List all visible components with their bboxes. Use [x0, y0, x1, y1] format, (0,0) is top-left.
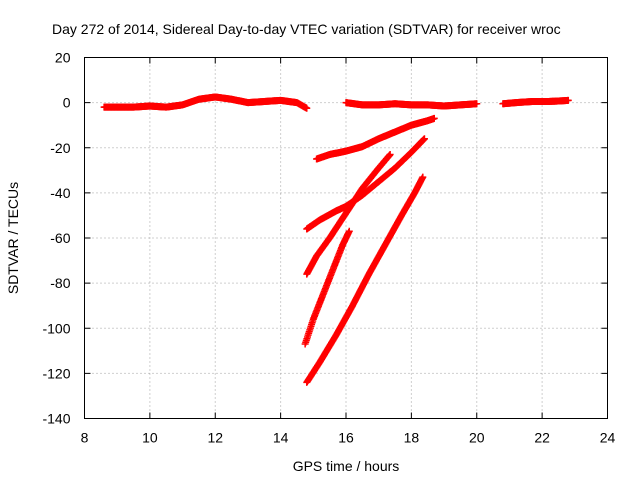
x-tick-label: 16 [338, 430, 354, 446]
y-tick-label: -80 [50, 275, 70, 291]
x-tick-labels: 8 10 12 14 16 18 20 22 24 [81, 430, 616, 446]
series-4 [313, 114, 438, 163]
data-point [564, 96, 572, 104]
y-tick-label: -140 [42, 411, 70, 427]
y-tick-label: 0 [63, 95, 71, 111]
series-1 [100, 93, 311, 112]
y-tick-labels: -140 -120 -100 -80 -60 -40 -20 0 20 [42, 50, 70, 427]
x-tick-label: 10 [142, 430, 158, 446]
data-point [473, 100, 481, 108]
data-point [430, 114, 438, 122]
series-8 [303, 173, 427, 386]
y-tick-label: -120 [42, 365, 70, 381]
x-tick-label: 12 [207, 430, 223, 446]
y-tick-label: -100 [42, 320, 70, 336]
x-axis-label: GPS time / hours [293, 458, 400, 474]
series-3 [499, 96, 572, 108]
y-tick-label: -20 [50, 140, 70, 156]
x-tick-label: 24 [600, 430, 616, 446]
y-tick-label: -40 [50, 185, 70, 201]
y-tick-label: -60 [50, 230, 70, 246]
data-point [345, 227, 353, 235]
x-tick-label: 22 [534, 430, 550, 446]
data-point [420, 135, 428, 143]
x-tick-label: 8 [81, 430, 89, 446]
series-5 [303, 135, 428, 233]
data-point [386, 151, 394, 159]
y-tick-label: 20 [55, 50, 71, 66]
data-point [303, 104, 311, 112]
x-tick-label: 18 [404, 430, 420, 446]
y-axis-label: SDTVAR / TECUs [5, 182, 21, 294]
x-tick-label: 14 [273, 430, 289, 446]
plot-frame [84, 57, 608, 419]
chart-title: Day 272 of 2014, Sidereal Day-to-day VTE… [52, 21, 561, 37]
data-points [100, 93, 572, 386]
series-6 [303, 151, 394, 278]
series-7 [301, 227, 353, 348]
data-point [419, 173, 427, 181]
series-2 [342, 99, 481, 110]
grid-lines [84, 57, 608, 419]
x-tick-label: 20 [469, 430, 485, 446]
